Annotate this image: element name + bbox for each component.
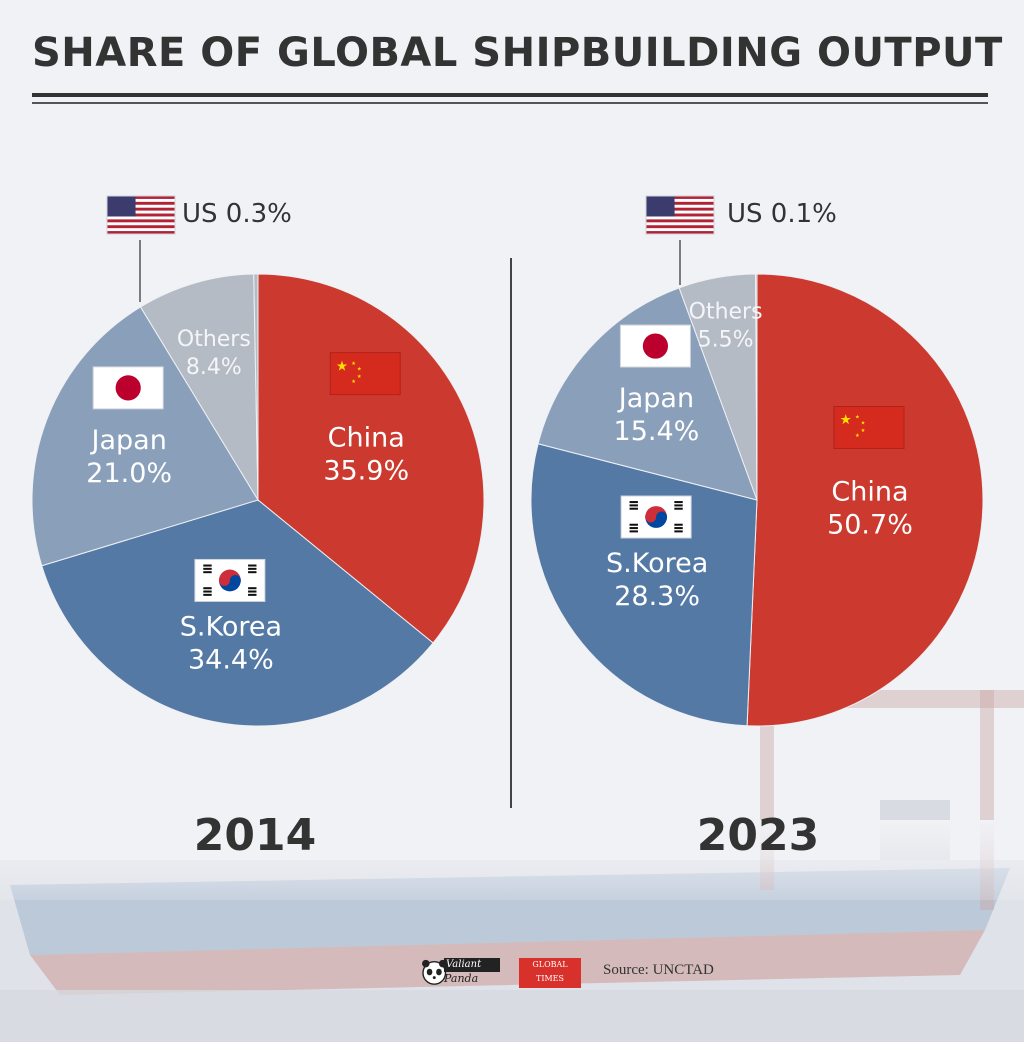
data-label-2023-japan-name: Japan xyxy=(617,383,694,414)
flag-china-2023-icon: ★ ★★★★ xyxy=(833,405,905,449)
data-label-2014-skorea-name: S.Korea xyxy=(180,611,282,642)
svg-text:★: ★ xyxy=(861,428,866,434)
global-times-logo: GLOBAL TIMES xyxy=(519,958,581,988)
us-label-2014: US 0.3% xyxy=(182,199,292,229)
pie-slice-2014-others xyxy=(139,273,259,502)
svg-text:★: ★ xyxy=(351,361,356,367)
pie-slice-2014-china xyxy=(257,273,485,644)
data-label-2014-china-name: China xyxy=(328,423,405,454)
flag-japan-2023-icon xyxy=(619,324,691,368)
data-label-2014-japan-value: 21.0% xyxy=(86,458,172,489)
pie-slice-2023-us xyxy=(755,273,758,501)
valiant-panda-logo-icon xyxy=(422,959,447,985)
source-note: Source: UNCTAD xyxy=(603,962,714,978)
pie-slice-2014-skorea xyxy=(41,499,434,727)
data-label-2023-china-value: 50.7% xyxy=(827,509,913,540)
svg-text:★: ★ xyxy=(861,420,866,426)
pie-slice-2023-japan xyxy=(537,287,758,501)
pie-slice-2014-japan xyxy=(31,306,259,567)
chart-divider xyxy=(510,258,512,808)
data-label-2023-others-name: Others xyxy=(689,300,763,325)
svg-text:★: ★ xyxy=(840,412,852,428)
svg-text:★: ★ xyxy=(336,358,348,374)
data-label-2023-china-name: China xyxy=(831,476,908,507)
data-label-2023-skorea-value: 28.3% xyxy=(614,581,700,612)
svg-text:★: ★ xyxy=(855,433,860,439)
year-label-2014: 2014 xyxy=(193,810,317,861)
svg-text:★: ★ xyxy=(855,415,860,421)
global-times-line-1: GLOBAL xyxy=(532,960,568,969)
page-title: SHARE OF GLOBAL SHIPBUILDING OUTPUT xyxy=(32,30,1003,76)
valiant-panda-line-2: Panda xyxy=(444,972,479,985)
global-times-line-2: TIMES xyxy=(535,974,564,983)
valiant-panda-wordmark: Valiant Panda xyxy=(444,958,500,986)
data-label-2023-skorea-name: S.Korea xyxy=(606,548,708,579)
flag-japan-2014-icon xyxy=(92,366,164,410)
flag-skorea-2023-icon xyxy=(620,495,692,539)
data-label-2014-japan-name: Japan xyxy=(90,425,167,456)
flag-china-2014-icon: ★ ★★★★ xyxy=(329,352,401,396)
data-label-2023-japan-value: 15.4% xyxy=(614,416,700,447)
pie-slice-2023-skorea xyxy=(530,443,758,727)
valiant-panda-line-1: Valiant xyxy=(444,958,500,972)
flag-us-2014-icon xyxy=(106,195,176,235)
pie-slice-2023-china xyxy=(746,273,984,727)
svg-text:★: ★ xyxy=(357,367,362,373)
data-label-2014-others-name: Others xyxy=(177,327,251,352)
svg-text:★: ★ xyxy=(351,379,356,385)
flag-us-2023-icon xyxy=(645,195,715,235)
flag-skorea-2014-icon xyxy=(194,558,266,602)
data-label-2014-others-value: 8.4% xyxy=(186,355,242,380)
data-label-2014-skorea-value: 34.4% xyxy=(188,644,274,675)
data-label-2023-others-value: 5.5% xyxy=(698,328,754,353)
year-label-2023: 2023 xyxy=(696,810,820,861)
pie-slice-2014-us xyxy=(253,273,259,501)
title-rule-thin xyxy=(32,102,988,104)
data-label-2014-china-value: 35.9% xyxy=(323,456,409,487)
title-rule-thick xyxy=(32,93,988,97)
svg-text:★: ★ xyxy=(357,374,362,380)
us-label-2023: US 0.1% xyxy=(727,199,837,229)
